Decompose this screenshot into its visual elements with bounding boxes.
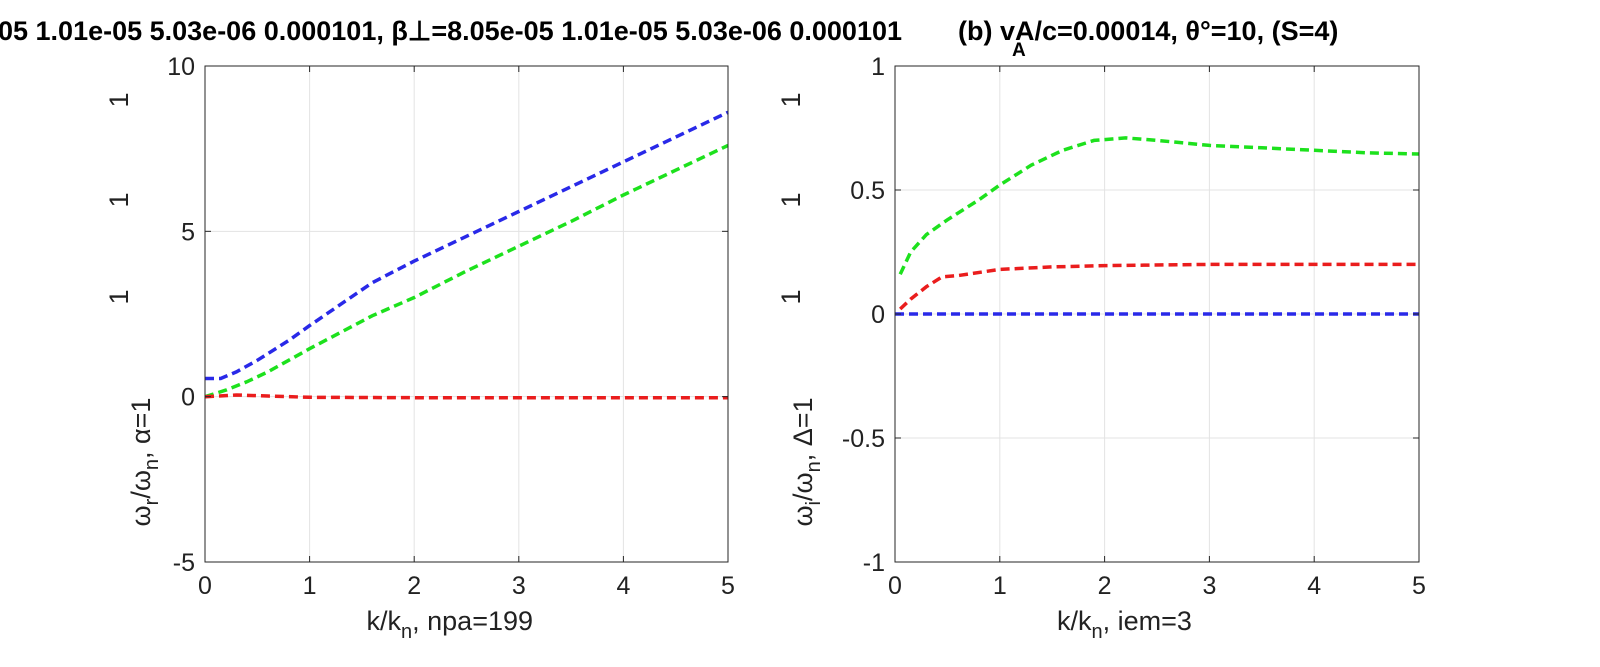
y-extra-label: 1 bbox=[104, 192, 134, 207]
figure-title: 05 1.01e-05 5.03e-06 0.000101, β⊥=8.05e-… bbox=[0, 16, 902, 46]
x-tick-label: 0 bbox=[888, 572, 902, 600]
y-axis-label: ωi/ωn, Δ=1 bbox=[788, 397, 825, 526]
y-tick-label: -5 bbox=[173, 549, 195, 577]
right-plot: 0 1 2 3 4 5 -1 -0.5 0 0.5 1 k/kn, iem=3 ωi/ωn, Δ=1 1 1… bbox=[776, 53, 1426, 643]
axes-frame bbox=[204, 65, 729, 563]
y-tick-label: 0 bbox=[871, 301, 885, 329]
y-tick-label: -1 bbox=[863, 549, 885, 577]
x-tick-label: 3 bbox=[512, 572, 526, 600]
y-tick-label: 10 bbox=[167, 53, 195, 81]
series-line-2 bbox=[898, 262, 1419, 311]
y-extra-label: 1 bbox=[776, 289, 806, 304]
x-axis-label: k/kn, npa=199 bbox=[367, 606, 534, 643]
series-line-2 bbox=[204, 143, 729, 399]
x-tick-label: 5 bbox=[721, 572, 735, 600]
y-tick-label: 0.5 bbox=[850, 177, 885, 205]
series-line-3 bbox=[204, 393, 728, 400]
y-axis-label: ωr/ωn, α=1 bbox=[126, 398, 163, 527]
y-extra-label: 1 bbox=[104, 289, 134, 304]
y-extra-label: 1 bbox=[776, 92, 806, 107]
x-tick-label: 0 bbox=[198, 572, 212, 600]
x-tick-label: 3 bbox=[1202, 572, 1216, 600]
series-line-1 bbox=[898, 136, 1420, 276]
x-tick-label: 5 bbox=[1412, 572, 1426, 600]
panel-b-title: (b) vA/c=0.00014, θ°=10, (S=4) bbox=[958, 16, 1338, 46]
y-tick-label: -0.5 bbox=[842, 425, 885, 453]
series-line-1 bbox=[205, 110, 729, 381]
plot-area bbox=[205, 66, 728, 562]
x-tick-label: 1 bbox=[993, 572, 1007, 600]
y-tick-label: 1 bbox=[871, 53, 885, 81]
x-axis-label: k/kn, iem=3 bbox=[1057, 606, 1192, 643]
x-tick-label: 4 bbox=[616, 572, 630, 600]
y-tick-label: 0 bbox=[181, 384, 195, 412]
x-tick-label: 1 bbox=[303, 572, 317, 600]
x-tick-label: 2 bbox=[1098, 572, 1112, 600]
y-extra-label: 1 bbox=[104, 92, 134, 107]
panel-b-title-subscript: A bbox=[1012, 40, 1026, 61]
x-tick-label: 4 bbox=[1307, 572, 1321, 600]
x-tick-label: 2 bbox=[407, 572, 421, 600]
y-tick-label: 5 bbox=[181, 218, 195, 246]
y-extra-label: 1 bbox=[776, 192, 806, 207]
